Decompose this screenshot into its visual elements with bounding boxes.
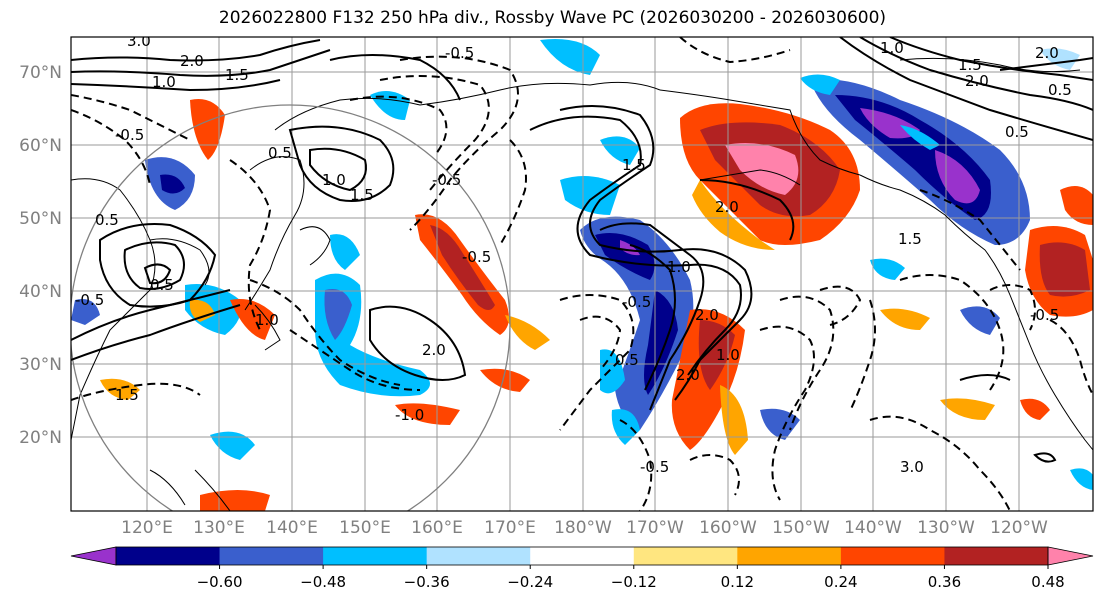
lon-label: 130°E bbox=[193, 518, 245, 538]
lon-label: 140°W bbox=[844, 518, 902, 538]
contour-label: 0.5 bbox=[95, 211, 119, 229]
longitude-labels: 120°E 130°E 140°E 150°E 160°E 170°E 180°… bbox=[121, 518, 1048, 538]
contour-label: 1.0 bbox=[152, 73, 176, 91]
colorbar-tick-label: 0.12 bbox=[721, 573, 754, 591]
contour-label: 2.0 bbox=[715, 198, 739, 216]
colorbar-tick-label: −0.60 bbox=[197, 573, 243, 591]
colorbar-segment bbox=[219, 547, 324, 565]
colorbar-segment bbox=[530, 547, 635, 565]
graticule bbox=[71, 37, 1093, 511]
contour-label: -0.5 bbox=[445, 44, 474, 62]
lon-label: 160°E bbox=[411, 518, 463, 538]
contour-label: -0.5 bbox=[622, 293, 651, 311]
contour-label: 0.5 bbox=[615, 351, 639, 369]
contour-label: 1.0 bbox=[322, 171, 346, 189]
colorbar-segment bbox=[944, 547, 1049, 565]
colorbar: −0.60 −0.48 −0.36 −0.24 −0.12 0.12 0.24 0.36 0.4… bbox=[70, 546, 1094, 591]
lat-label: 50°N bbox=[19, 209, 62, 229]
contour-label: -0.5 bbox=[462, 248, 491, 266]
contour-label: 2.0 bbox=[676, 366, 700, 384]
contour-label: -0.5 bbox=[640, 458, 669, 476]
contour-labels: 3.0 2.0 1.5 1.0 -0.5 0.5 1.0 1.5 -0.5 1.… bbox=[75, 32, 1072, 476]
solid-contours bbox=[71, 37, 1093, 463]
colorbar-segment bbox=[840, 547, 945, 565]
contour-label: -0.5 bbox=[115, 126, 144, 144]
contour-label: 1.5 bbox=[622, 156, 646, 174]
lon-label: 160°W bbox=[699, 518, 757, 538]
lat-label: 70°N bbox=[19, 63, 62, 83]
lon-label: 120°W bbox=[990, 518, 1048, 538]
lon-label: 170°E bbox=[484, 518, 536, 538]
contour-label: 1.5 bbox=[958, 56, 982, 74]
colorbar-segment bbox=[633, 547, 738, 565]
contour-label: 1.5 bbox=[350, 186, 374, 204]
lon-label: 130°W bbox=[917, 518, 975, 538]
anomaly-negative-central-pacific bbox=[580, 216, 694, 430]
colorbar-tick-label: −0.36 bbox=[404, 573, 450, 591]
dashed-contours bbox=[71, 37, 1093, 511]
contour-label: 3.0 bbox=[900, 458, 924, 476]
lon-label: 150°W bbox=[772, 518, 830, 538]
colorbar-tick-label: 0.24 bbox=[824, 573, 857, 591]
contour-label: 2.0 bbox=[965, 72, 989, 90]
contour-label: 1.0 bbox=[667, 258, 691, 276]
contour-label: 1.5 bbox=[115, 386, 139, 404]
lon-label: 120°E bbox=[121, 518, 173, 538]
contour-label: 3.0 bbox=[127, 32, 151, 50]
colorbar-segment bbox=[737, 547, 842, 565]
map-title: 2026022800 F132 250 hPa div., Rossby Wav… bbox=[218, 8, 887, 28]
lon-label: 170°W bbox=[626, 518, 684, 538]
colorbar-tick-label: −0.12 bbox=[611, 573, 657, 591]
colorbar-extend-high bbox=[1047, 546, 1094, 566]
colorbar-frame bbox=[115, 546, 1049, 566]
contour-label: 2.0 bbox=[422, 341, 446, 359]
lat-label: 20°N bbox=[19, 428, 62, 448]
colorbar-tick-label: 0.48 bbox=[1031, 573, 1064, 591]
contour-label: 1.5 bbox=[898, 230, 922, 248]
colorbar-extend-low bbox=[70, 546, 117, 566]
contour-label: 0.5 bbox=[1005, 123, 1029, 141]
contour-label: 2.0 bbox=[1035, 44, 1059, 62]
contour-label: 1.0 bbox=[880, 39, 904, 57]
latitude-labels: 70°N 60°N 50°N 40°N 30°N 20°N bbox=[19, 63, 62, 448]
colorbar-tick-label: −0.48 bbox=[300, 573, 346, 591]
lat-label: 60°N bbox=[19, 136, 62, 156]
colorbar-segment bbox=[116, 547, 221, 565]
colorbar-tick-label: −0.24 bbox=[507, 573, 553, 591]
lon-label: 180°W bbox=[554, 518, 612, 538]
contour-label: -0.5 bbox=[1030, 306, 1059, 324]
contour-label: 0.5 bbox=[268, 144, 292, 162]
lat-label: 30°N bbox=[19, 355, 62, 375]
contour-label: 1.0 bbox=[716, 346, 740, 364]
map-frame bbox=[70, 36, 1094, 512]
lon-label: 140°E bbox=[266, 518, 318, 538]
contour-label: 0.5 bbox=[1048, 81, 1072, 99]
colorbar-segment bbox=[426, 547, 531, 565]
contour-label: -1.0 bbox=[395, 406, 424, 424]
contour-label: -0.5 bbox=[75, 291, 104, 309]
reference-circle bbox=[71, 104, 511, 511]
colorbar-tick-label: 0.36 bbox=[928, 573, 961, 591]
contour-label: 2.0 bbox=[180, 52, 204, 70]
contour-label: 0.5 bbox=[150, 276, 174, 294]
contour-label: -0.5 bbox=[432, 171, 461, 189]
contour-label: 1.5 bbox=[225, 66, 249, 84]
colorbar-segment bbox=[323, 547, 428, 565]
contour-label: 2.0 bbox=[695, 306, 719, 324]
lon-label: 150°E bbox=[339, 518, 391, 538]
contour-label: 1.0 bbox=[255, 311, 279, 329]
lat-label: 40°N bbox=[19, 282, 62, 302]
